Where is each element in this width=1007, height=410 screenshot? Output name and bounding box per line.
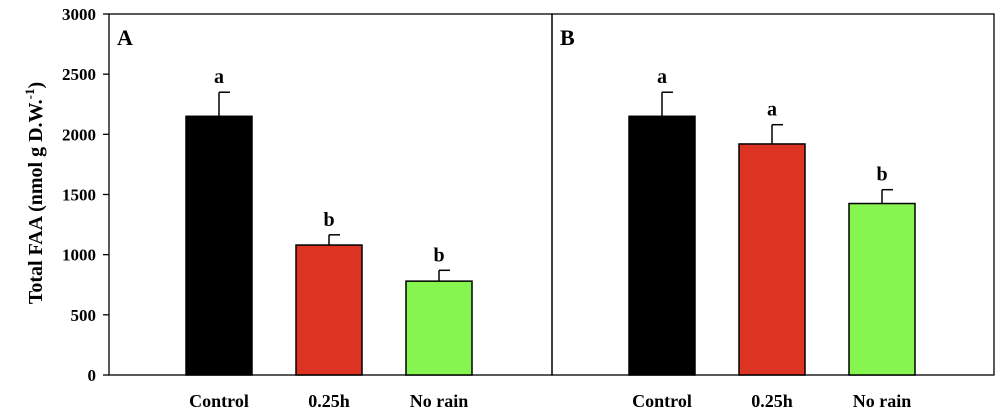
bar-0-25h [295, 244, 363, 376]
category-label: 0.25h [308, 391, 350, 410]
significance-letter: a [214, 66, 224, 88]
y-axis-label: Total FAA (nmol g D.W.-1) [22, 82, 47, 304]
panel-label: A [117, 25, 133, 50]
y-axis-label-superscript: -1 [22, 88, 37, 99]
category-label: No rain [853, 391, 912, 410]
bar-control [628, 115, 696, 376]
y-tick-label: 2000 [62, 125, 96, 144]
significance-letter: a [767, 99, 777, 121]
bar-control [185, 115, 253, 376]
significance-letter: b [876, 164, 887, 186]
significance-letter: b [323, 209, 334, 231]
chart-panels: Aa Control b 0.25h b No rain Ba Control a 0.25h b N… [108, 13, 995, 410]
y-tick-label: 2500 [62, 65, 96, 84]
panel-b: Ba Control a 0.25h b No rain [551, 13, 995, 410]
bar-no-rain [848, 202, 916, 376]
y-tick-label: 500 [71, 306, 97, 325]
y-tick-label: 3000 [62, 5, 96, 24]
category-label: No rain [410, 391, 469, 410]
bar-no-rain [405, 280, 473, 376]
significance-letter: b [433, 244, 444, 266]
y-tick-label: 1500 [62, 186, 96, 205]
panel-label: B [560, 25, 575, 50]
significance-letter: a [657, 66, 667, 88]
category-label: 0.25h [751, 391, 793, 410]
bar-0-25h [738, 143, 806, 376]
y-axis-label-close: ) [25, 82, 47, 89]
panel-a: Aa Control b 0.25h b No rain [108, 13, 553, 410]
y-axis-label-main: Total FAA (nmol g D.W. [25, 99, 47, 304]
y-tick-label: 1000 [62, 246, 96, 265]
y-axis: 0 500 1000 1500 2000 2500 3000 [62, 5, 109, 385]
category-label: Control [189, 391, 249, 410]
category-label: Control [632, 391, 692, 410]
y-tick-label: 0 [88, 366, 97, 385]
